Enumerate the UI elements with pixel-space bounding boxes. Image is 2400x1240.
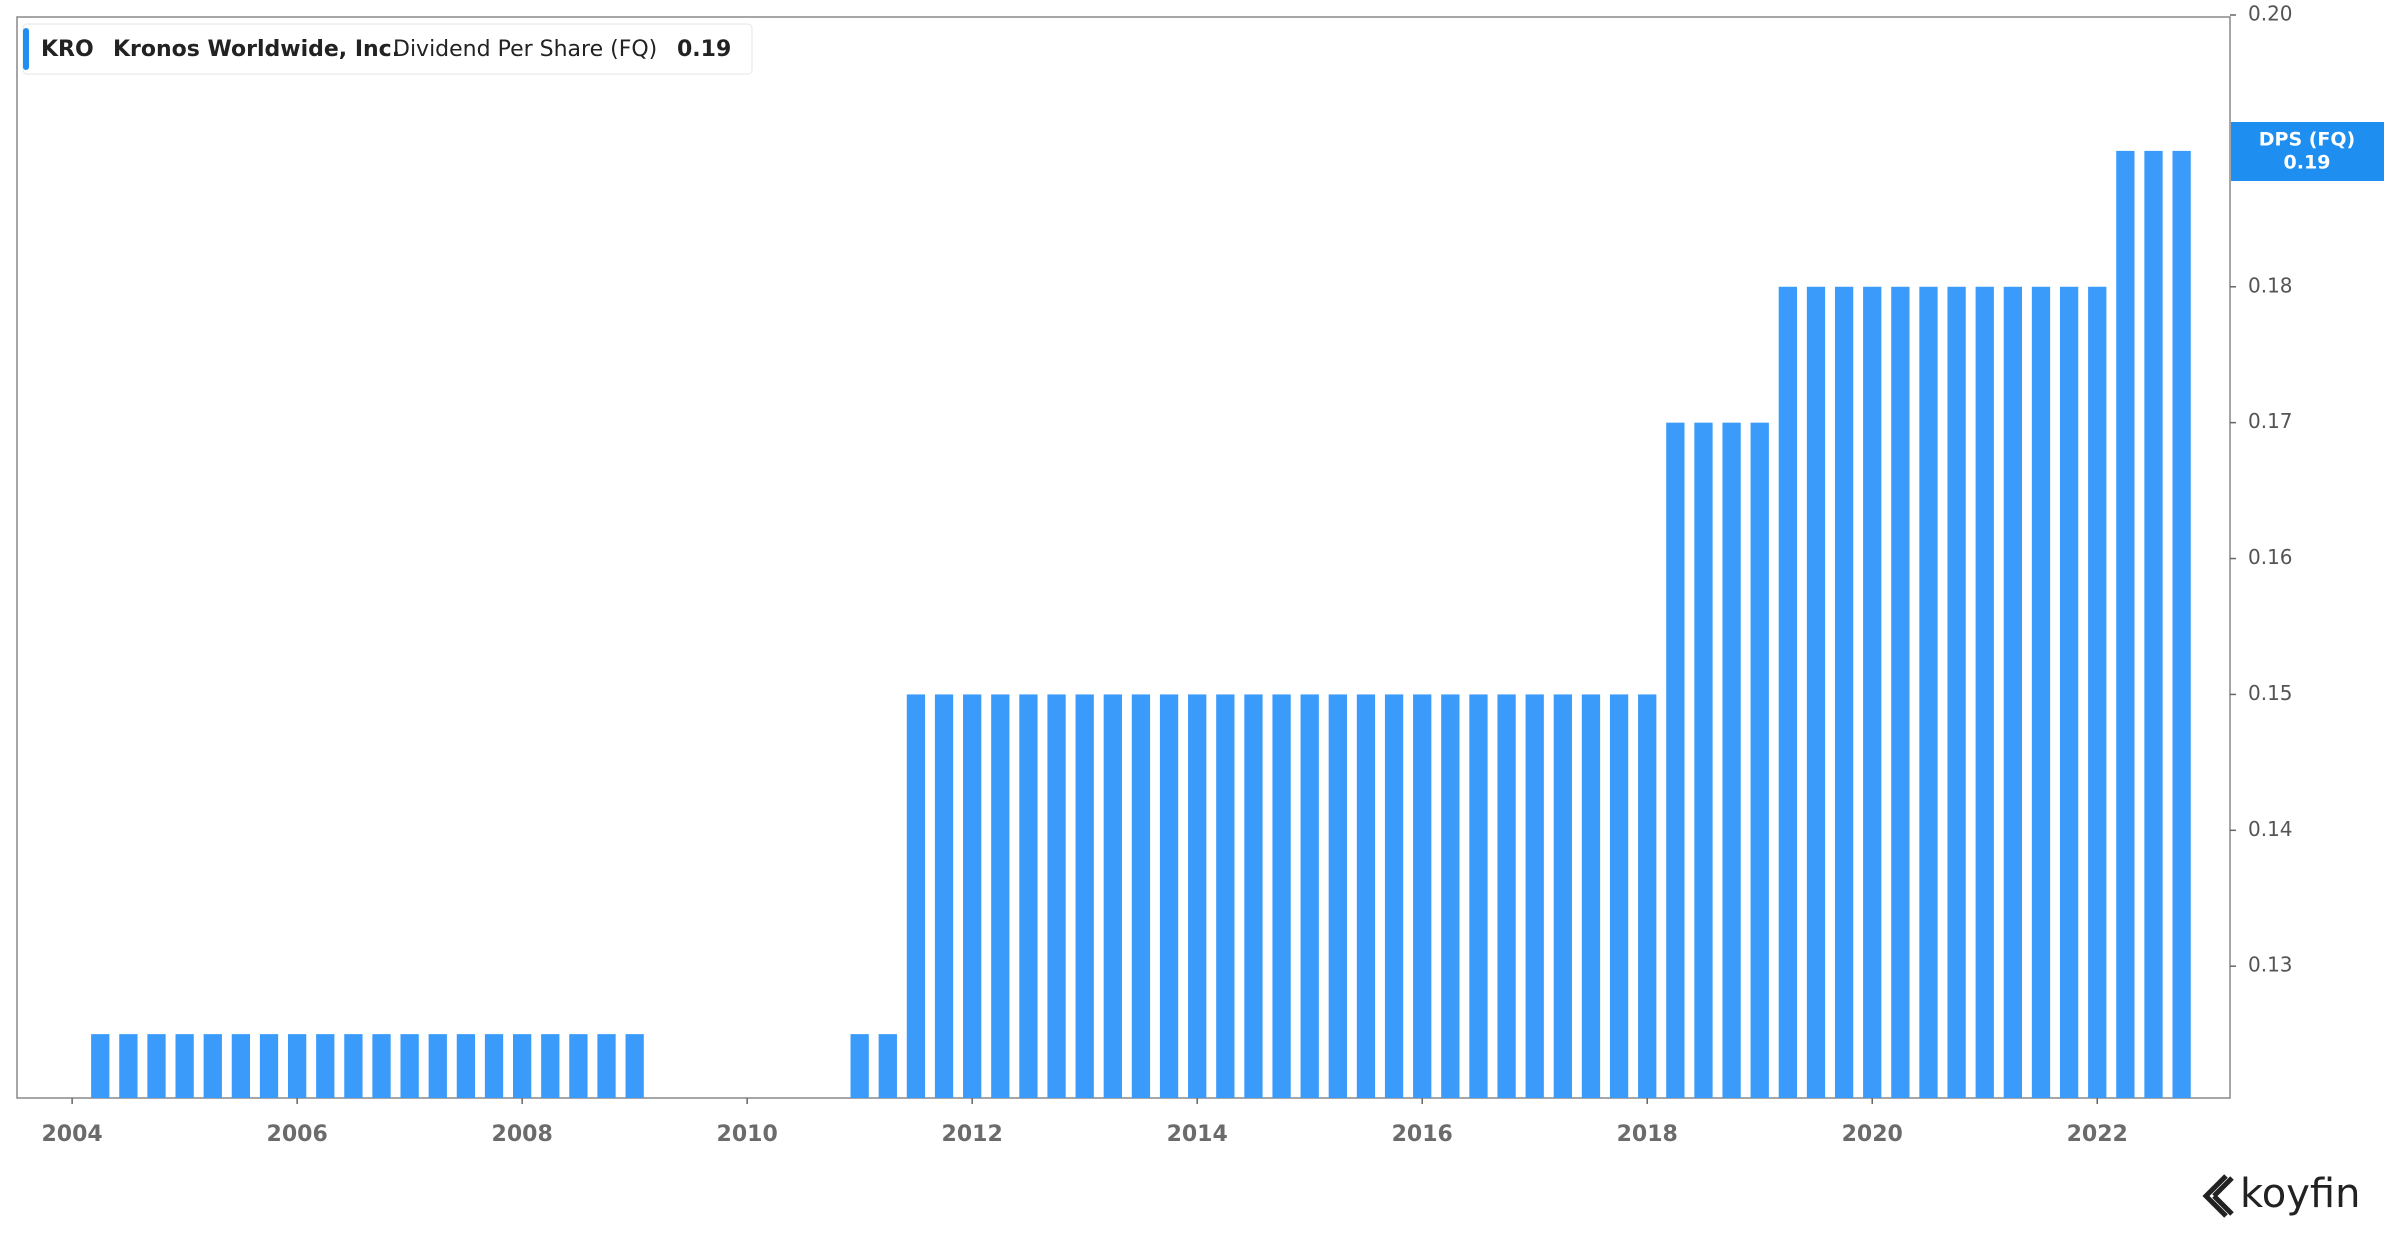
bar: [1413, 694, 1432, 1098]
bar: [934, 694, 954, 1098]
bar: [91, 1034, 110, 1098]
x-tick-label: 2018: [1617, 1122, 1678, 1147]
bars: [91, 150, 2191, 1098]
bar: [400, 1034, 419, 1098]
bar: [456, 1034, 476, 1098]
value-badge: [2231, 122, 2384, 181]
bar: [1103, 694, 1122, 1098]
bar: [513, 1034, 532, 1098]
brand-logo: koyfin: [2240, 1171, 2360, 1217]
bar: [2116, 150, 2135, 1098]
bar: [147, 1034, 166, 1098]
bar: [1806, 286, 1826, 1098]
bar: [569, 1034, 588, 1098]
y-tick-label: 0.17: [2248, 409, 2293, 433]
ticker: KRO: [41, 37, 94, 62]
bar: [1638, 694, 1657, 1098]
bar: [2144, 150, 2163, 1098]
bar: [1441, 694, 1460, 1098]
x-tick-label: 2014: [1167, 1122, 1228, 1147]
y-tick-label: 0.18: [2248, 273, 2293, 297]
bar: [259, 1034, 279, 1098]
bar: [428, 1034, 447, 1098]
bar: [1469, 694, 1488, 1098]
bar: [344, 1034, 363, 1098]
bar: [1609, 694, 1629, 1098]
bar: [625, 1034, 644, 1098]
bar: [2172, 150, 2191, 1098]
bar: [1300, 694, 1319, 1098]
bar: [991, 694, 1010, 1098]
bar: [1497, 694, 1516, 1098]
bar: [1975, 286, 1994, 1098]
y-tick-label: 0.15: [2248, 681, 2293, 705]
bar: [1019, 694, 1038, 1098]
bar: [203, 1034, 222, 1098]
plot-frame: [16, 16, 2231, 1099]
bar: [850, 1034, 869, 1098]
y-tick-label: 0.20: [2248, 2, 2293, 26]
bar: [1384, 694, 1404, 1098]
x-tick-label: 2022: [2067, 1122, 2128, 1147]
bar: [1075, 694, 1094, 1098]
bar: [1834, 286, 1854, 1098]
bar: [316, 1034, 335, 1098]
x-tick-label: 2020: [1842, 1122, 1903, 1147]
bar: [1272, 694, 1291, 1098]
bar: [1159, 694, 1179, 1098]
legend-value: 0.19: [677, 37, 731, 62]
bar: [2088, 286, 2107, 1098]
bar: [175, 1034, 194, 1098]
bar: [1891, 286, 1910, 1098]
bar: [1778, 286, 1797, 1098]
x-tick-label: 2008: [492, 1122, 553, 1147]
y-tick-label: 0.16: [2248, 545, 2293, 569]
bar: [1666, 422, 1685, 1098]
bar: [1216, 694, 1235, 1098]
bar: [1525, 694, 1544, 1098]
x-tick-label: 2016: [1392, 1122, 1453, 1147]
metric-name: Dividend Per Share (FQ): [393, 37, 657, 62]
x-tick-label: 2012: [942, 1122, 1003, 1147]
bar: [963, 694, 982, 1098]
legend-accent: [23, 28, 29, 70]
bar: [287, 1034, 307, 1098]
bar: [597, 1034, 616, 1098]
bar: [1863, 286, 1882, 1098]
brand-logo-icon: [2202, 1174, 2234, 1218]
bar: [541, 1034, 560, 1098]
bar: [1694, 422, 1713, 1098]
bar: [1947, 286, 1966, 1098]
bar: [1244, 694, 1263, 1098]
bar: [878, 1034, 897, 1098]
x-tick-label: 2004: [42, 1122, 103, 1147]
bar: [906, 694, 926, 1098]
bar: [1188, 694, 1207, 1098]
bar: [1328, 694, 1347, 1098]
bar: [1750, 422, 1769, 1098]
company-name: Kronos Worldwide, Inc.: [113, 37, 400, 62]
bar: [1581, 694, 1601, 1098]
bar: [1919, 286, 1938, 1098]
bar: [372, 1034, 391, 1098]
x-tick-label: 2006: [267, 1122, 328, 1147]
bar: [2003, 286, 2023, 1098]
badge-value: 0.19: [2284, 152, 2331, 174]
badge-label: DPS (FQ): [2259, 129, 2356, 151]
bar: [1553, 694, 1572, 1098]
x-tick-label: 2010: [717, 1122, 778, 1147]
bar: [1722, 422, 1741, 1098]
bar: [119, 1034, 138, 1098]
bar: [1131, 694, 1151, 1098]
y-tick-label: 0.14: [2248, 817, 2293, 841]
bar: [2031, 286, 2051, 1098]
y-tick-label: 0.13: [2248, 953, 2293, 977]
bar: [2059, 286, 2079, 1098]
bar: [1047, 694, 1066, 1098]
bar: [231, 1034, 251, 1098]
bar: [484, 1034, 504, 1098]
bar: [1356, 694, 1376, 1098]
